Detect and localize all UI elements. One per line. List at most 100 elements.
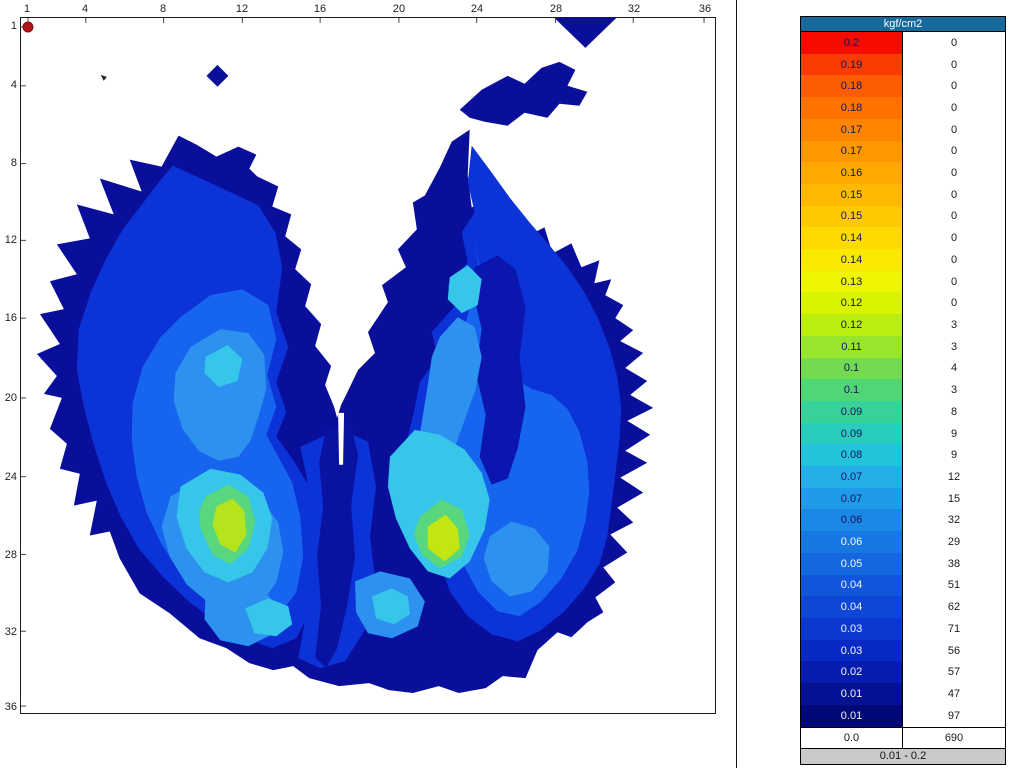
legend-row: 0.06 32 xyxy=(801,509,1005,532)
legend-row: 0.0 690 xyxy=(801,726,1005,749)
map-shape-right-sky-bottom xyxy=(483,521,550,597)
legend-value-cell: 0.01 xyxy=(801,704,903,727)
legend-value-cell: 0.01 xyxy=(801,683,903,705)
x-axis-tick-label: 8 xyxy=(159,3,167,15)
legend-row: 0.04 51 xyxy=(801,574,1005,597)
legend-value-cell: 0.0 xyxy=(801,726,903,749)
legend-count-cell: 15 xyxy=(903,487,1005,510)
legend-value-cell: 0.1 xyxy=(801,357,903,380)
map-shape-bottom-cyan-right xyxy=(371,588,410,625)
legend-row: 0.11 3 xyxy=(801,335,1005,358)
legend-value-cell: 0.17 xyxy=(801,140,903,163)
pressure-map-plot xyxy=(20,17,716,714)
legend-row: 0.1 4 xyxy=(801,357,1005,380)
legend-value-cell: 0.12 xyxy=(801,292,903,315)
y-axis-tick-label: 8 xyxy=(10,157,17,169)
legend-row: 0.12 3 xyxy=(801,314,1005,336)
legend-row: 0.04 62 xyxy=(801,596,1005,618)
legend-value-cell: 0.04 xyxy=(801,574,903,597)
map-shape-center-dark-band xyxy=(315,421,359,669)
legend-value-cell: 0.14 xyxy=(801,249,903,271)
legend-value-cell: 0.18 xyxy=(801,75,903,98)
map-shape-left-yellow-core xyxy=(212,498,247,553)
legend-count-cell: 0 xyxy=(903,183,1005,206)
x-axis-tick-label: 4 xyxy=(81,3,89,15)
legend-value-cell: 0.05 xyxy=(801,552,903,575)
y-axis-tick-label: 20 xyxy=(4,392,17,404)
y-axis-tick-label: 16 xyxy=(4,312,17,324)
legend-row: 0.15 0 xyxy=(801,205,1005,228)
legend-count-cell: 71 xyxy=(903,617,1005,640)
x-axis-tick-label: 16 xyxy=(313,3,327,15)
map-shape-top-triangle xyxy=(554,18,617,48)
map-shape-left-sky-upper xyxy=(173,329,267,461)
legend-count-cell: 0 xyxy=(903,32,1005,54)
legend-value-cell: 0.16 xyxy=(801,162,903,184)
pressure-map-panel: 1 4 8 12 16 20 24 28 32 36 1 4 8 12 16 20 24 28 32 36 xyxy=(4,3,716,714)
legend-rows: 0.2 0 0.19 0 0.18 0 0.18 0 0.17 0 0.17 0 0.16 0 0.15 0 0… xyxy=(800,32,1006,749)
x-axis-tick-label: 20 xyxy=(392,3,406,15)
legend-count-cell: 57 xyxy=(903,661,1005,684)
legend-range-footer: 0.01 - 0.2 xyxy=(800,748,1006,765)
y-axis-tick-label: 1 xyxy=(10,20,17,32)
panel-divider xyxy=(736,0,737,768)
legend-row: 0.09 9 xyxy=(801,422,1005,445)
legend-row: 0.12 0 xyxy=(801,292,1005,315)
y-axis-tick-label: 28 xyxy=(4,549,17,561)
legend-count-cell: 0 xyxy=(903,227,1005,250)
legend-count-cell: 0 xyxy=(903,249,1005,271)
legend-row: 0.08 9 xyxy=(801,444,1005,467)
legend-row: 0.1 3 xyxy=(801,379,1005,401)
legend-row: 0.18 0 xyxy=(801,75,1005,98)
legend-count-cell: 3 xyxy=(903,335,1005,358)
legend-value-cell: 0.14 xyxy=(801,227,903,250)
legend-value-cell: 0.18 xyxy=(801,97,903,119)
x-axis-tick-label: 32 xyxy=(627,3,641,15)
legend-value-cell: 0.04 xyxy=(801,596,903,618)
legend-value-cell: 0.08 xyxy=(801,444,903,467)
map-shape-top-right-arm xyxy=(459,61,588,126)
map-shape-bottom-cyan-left xyxy=(245,598,293,637)
legend-count-cell: 9 xyxy=(903,422,1005,445)
legend-value-cell: 0.06 xyxy=(801,531,903,553)
legend-value-cell: 0.07 xyxy=(801,466,903,488)
legend-row: 0.01 97 xyxy=(801,704,1005,727)
legend-value-cell: 0.03 xyxy=(801,639,903,662)
map-shape-white-sliver xyxy=(338,412,345,465)
legend-row: 0.15 0 xyxy=(801,183,1005,206)
legend-header: kgf/cm2 xyxy=(800,16,1006,32)
legend-row: 0.05 38 xyxy=(801,552,1005,575)
legend-count-cell: 4 xyxy=(903,357,1005,380)
legend-count-cell: 8 xyxy=(903,400,1005,423)
pressure-map-canvas xyxy=(21,18,705,707)
legend-value-cell: 0.15 xyxy=(801,205,903,228)
legend-value-cell: 0.15 xyxy=(801,183,903,206)
legend-count-cell: 38 xyxy=(903,552,1005,575)
legend-count-cell: 32 xyxy=(903,509,1005,532)
legend-count-cell: 3 xyxy=(903,314,1005,336)
legend-count-cell: 0 xyxy=(903,162,1005,184)
legend-count-cell: 0 xyxy=(903,118,1005,141)
y-axis-tick-label: 24 xyxy=(4,471,17,483)
origin-marker-dot xyxy=(22,21,34,33)
legend-value-cell: 0.1 xyxy=(801,379,903,401)
legend-value-cell: 0.09 xyxy=(801,400,903,423)
legend-value-cell: 0.11 xyxy=(801,335,903,358)
legend-row: 0.17 0 xyxy=(801,140,1005,163)
legend-row: 0.18 0 xyxy=(801,97,1005,119)
legend-count-cell: 0 xyxy=(903,53,1005,76)
y-axis-tick-label: 4 xyxy=(10,79,17,91)
map-shape-speck xyxy=(100,74,107,81)
legend-row: 0.13 0 xyxy=(801,270,1005,293)
legend-count-cell: 3 xyxy=(903,379,1005,401)
legend-value-cell: 0.09 xyxy=(801,422,903,445)
legend-count-cell: 0 xyxy=(903,75,1005,98)
legend-count-cell: 690 xyxy=(903,726,1005,749)
y-axis-tick-label: 32 xyxy=(4,626,17,638)
legend-value-cell: 0.19 xyxy=(801,53,903,76)
legend-row: 0.07 12 xyxy=(801,466,1005,488)
legend-count-cell: 0 xyxy=(903,292,1005,315)
legend-row: 0.19 0 xyxy=(801,53,1005,76)
x-axis-tick-label: 28 xyxy=(549,3,563,15)
